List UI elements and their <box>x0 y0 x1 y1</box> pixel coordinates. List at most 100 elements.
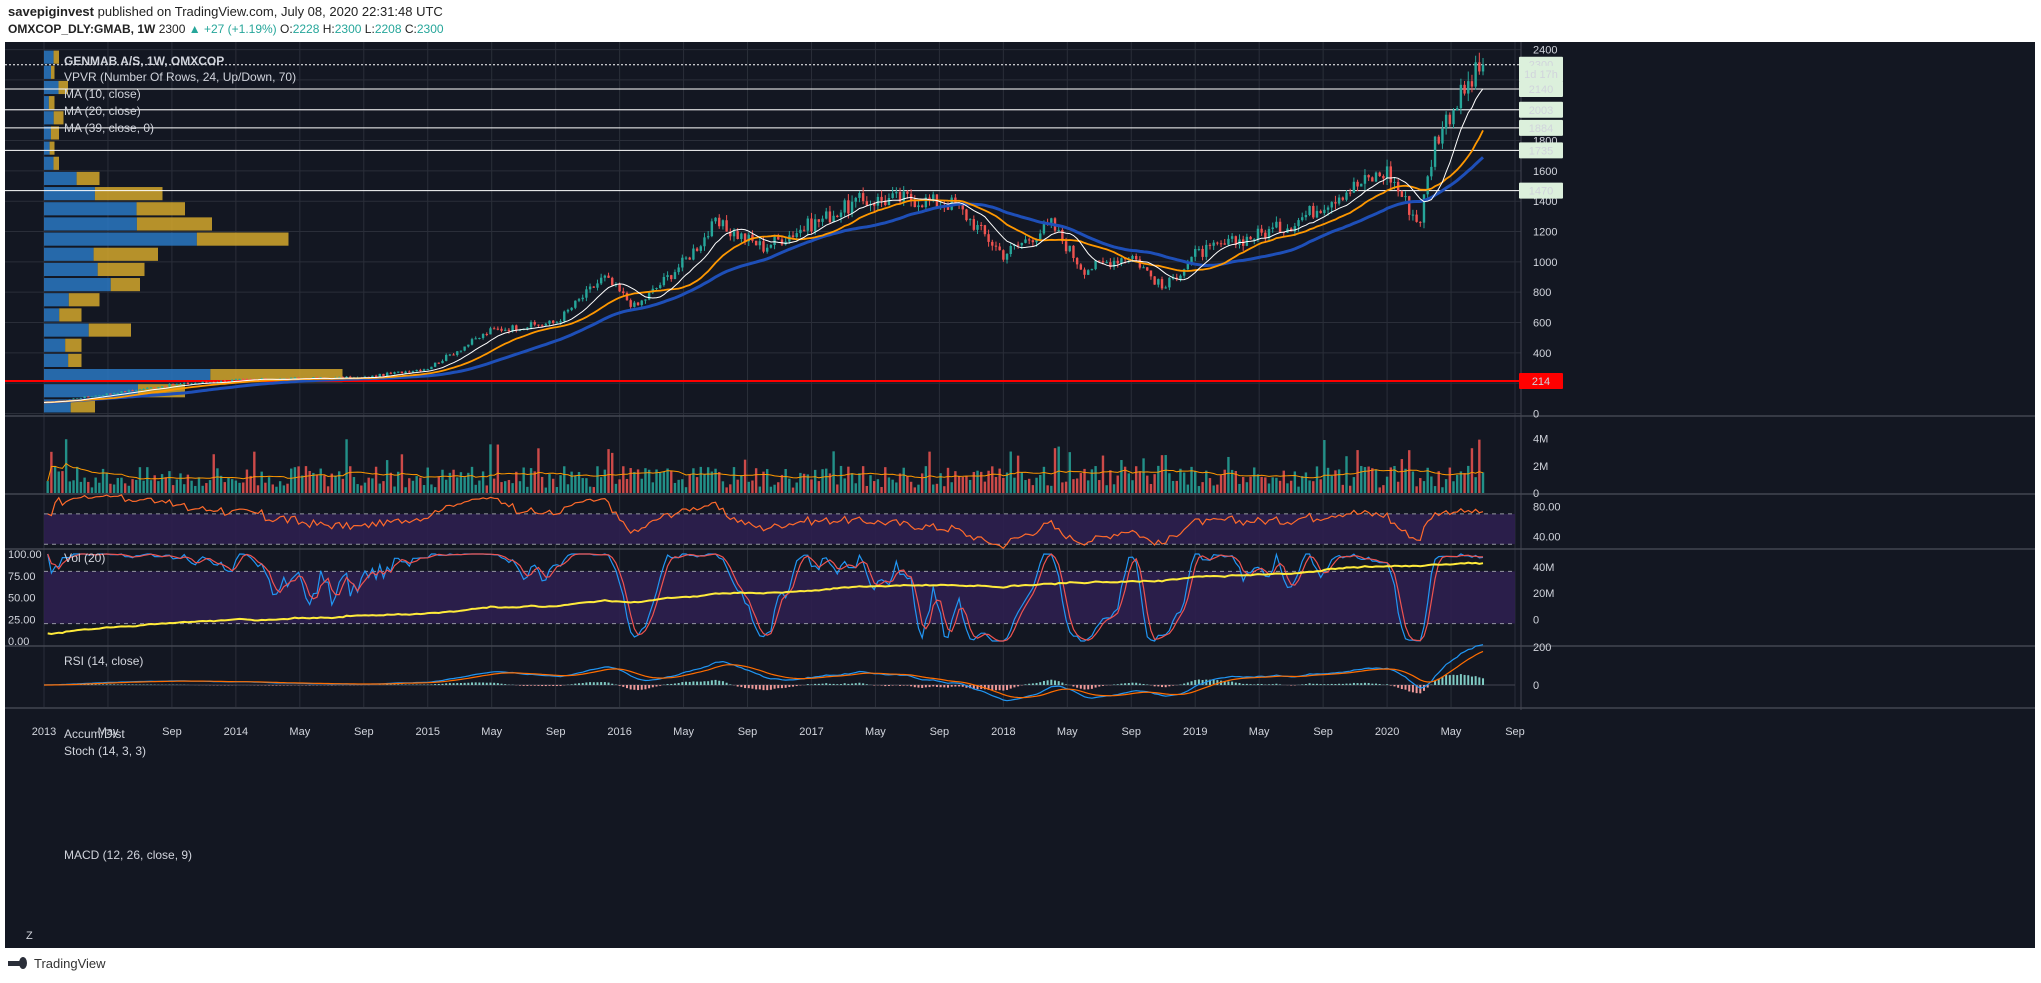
volume-bar <box>965 475 968 493</box>
candle-body <box>1098 260 1101 262</box>
volume-bar <box>544 487 548 493</box>
macd-label[interactable]: MACD (12, 26, close, 9) <box>64 848 192 862</box>
macd-histogram-bar <box>1153 685 1156 687</box>
volume-bar <box>197 477 201 493</box>
candle-body <box>444 355 448 361</box>
volume-bar <box>341 478 345 493</box>
macd-histogram-bar <box>1371 683 1374 685</box>
candle-body <box>828 211 832 223</box>
macd-histogram-bar <box>1319 684 1322 685</box>
vpvr-up-bar <box>44 111 54 125</box>
candle-body <box>234 379 238 381</box>
legend-ma39[interactable]: MA (39, close, 0) <box>64 121 154 135</box>
vpvr-up-bar <box>44 50 54 64</box>
macd-histogram-bar <box>489 682 492 685</box>
candle-body <box>415 369 418 372</box>
legend-ma20[interactable]: MA (20, close) <box>64 104 141 118</box>
volume-bar <box>828 473 832 493</box>
symbol-name[interactable]: OMXCOP_DLY:GMAB, 1W <box>8 22 156 36</box>
volume-bar <box>714 468 717 493</box>
legend-title[interactable]: GENMAB A/S, 1W, OMXCOP <box>64 54 224 68</box>
volume-bar <box>293 467 297 493</box>
macd-histogram-bar <box>880 685 883 686</box>
macd-histogram-bar <box>1065 684 1068 685</box>
macd-histogram-bar <box>1260 683 1263 685</box>
macd-histogram-bar <box>448 683 451 685</box>
macd-histogram-bar <box>899 685 902 686</box>
candle-body <box>467 344 470 347</box>
candle-body <box>677 267 680 273</box>
volume-bar <box>260 471 263 493</box>
vpvr-up-bar <box>44 156 54 170</box>
macd-histogram-bar <box>1035 682 1038 685</box>
macd-histogram-bar <box>1076 685 1079 688</box>
time-tick-label: May <box>1057 726 1078 738</box>
volume-bar <box>1042 466 1046 493</box>
macd-histogram-bar <box>437 683 440 685</box>
published-text: published on TradingView.com, July 08, 2… <box>97 4 443 19</box>
volume-bar <box>795 482 798 493</box>
macd-histogram-bar <box>1216 680 1219 685</box>
candle-body <box>670 275 673 280</box>
macd-histogram-bar <box>570 684 573 685</box>
footer-brand[interactable]: TradingView <box>34 956 106 971</box>
macd-histogram-bar <box>581 683 584 685</box>
candle-body <box>1378 172 1381 177</box>
timezone-letter[interactable]: Z <box>26 930 33 942</box>
rsi-label[interactable]: RSI (14, close) <box>64 654 143 668</box>
macd-histogram-bar <box>1386 684 1389 685</box>
candle-body <box>101 395 105 397</box>
volume-bar <box>909 481 913 493</box>
volume-bar <box>622 466 625 493</box>
legend-ma10[interactable]: MA (10, close) <box>64 87 141 101</box>
candle-body <box>821 218 824 222</box>
candle-body <box>1020 242 1023 246</box>
macd-histogram-bar <box>1400 685 1403 690</box>
volume-bar <box>271 484 274 493</box>
candle-body <box>725 220 728 232</box>
macd-histogram-bar <box>1268 684 1271 685</box>
macd-histogram-bar <box>1434 680 1437 685</box>
candle-body <box>1433 136 1437 167</box>
vol-label[interactable]: Vol (20) <box>64 551 105 565</box>
vpvr-up-bar <box>44 384 139 398</box>
candle-body <box>1430 166 1433 177</box>
candle-body <box>105 393 108 396</box>
volume-bar <box>1157 465 1160 493</box>
volume-bar <box>334 475 337 493</box>
vpvr-down-bar <box>136 202 185 216</box>
macd-histogram-bar <box>629 685 632 690</box>
macd-histogram-bar <box>1197 679 1200 685</box>
macd-histogram-bar <box>1124 683 1127 685</box>
volume-bar <box>1219 475 1223 493</box>
volume-bar <box>208 480 212 493</box>
candle-body <box>1374 172 1378 182</box>
macd-histogram-bar <box>1002 685 1005 691</box>
candle-body <box>1031 240 1035 243</box>
volume-bar <box>441 469 444 493</box>
macd-histogram-bar <box>766 685 769 691</box>
volume-bar <box>773 484 776 493</box>
macd-histogram-bar <box>1172 685 1175 686</box>
candle-body <box>1444 114 1448 129</box>
candle-body <box>1035 239 1038 243</box>
macd-histogram-bar <box>633 685 636 690</box>
axes: 0200400600800100012001400160018002000220… <box>8 45 1561 738</box>
macd-histogram-bar <box>98 684 101 685</box>
volume-bar <box>1072 479 1075 493</box>
macd-histogram-bar <box>821 683 824 685</box>
volume-bar <box>913 487 916 493</box>
publisher-name[interactable]: savepiginvest <box>8 4 94 19</box>
macd-histogram-bar <box>1242 683 1245 685</box>
volume-bar <box>832 451 835 493</box>
time-tick-label: May <box>865 726 886 738</box>
volume-bar <box>1470 448 1474 493</box>
legend-vpvr[interactable]: VPVR (Number Of Rows, 24, Up/Down, 70) <box>64 70 296 84</box>
macd-histogram-bar <box>721 681 724 685</box>
stoch-label[interactable]: Stoch (14, 3, 3) <box>64 744 146 758</box>
ad-label[interactable]: Accum/Dist <box>64 727 125 741</box>
candle-body <box>832 215 835 223</box>
macd-histogram-bar <box>814 683 817 685</box>
low-value: 2208 <box>374 22 402 36</box>
